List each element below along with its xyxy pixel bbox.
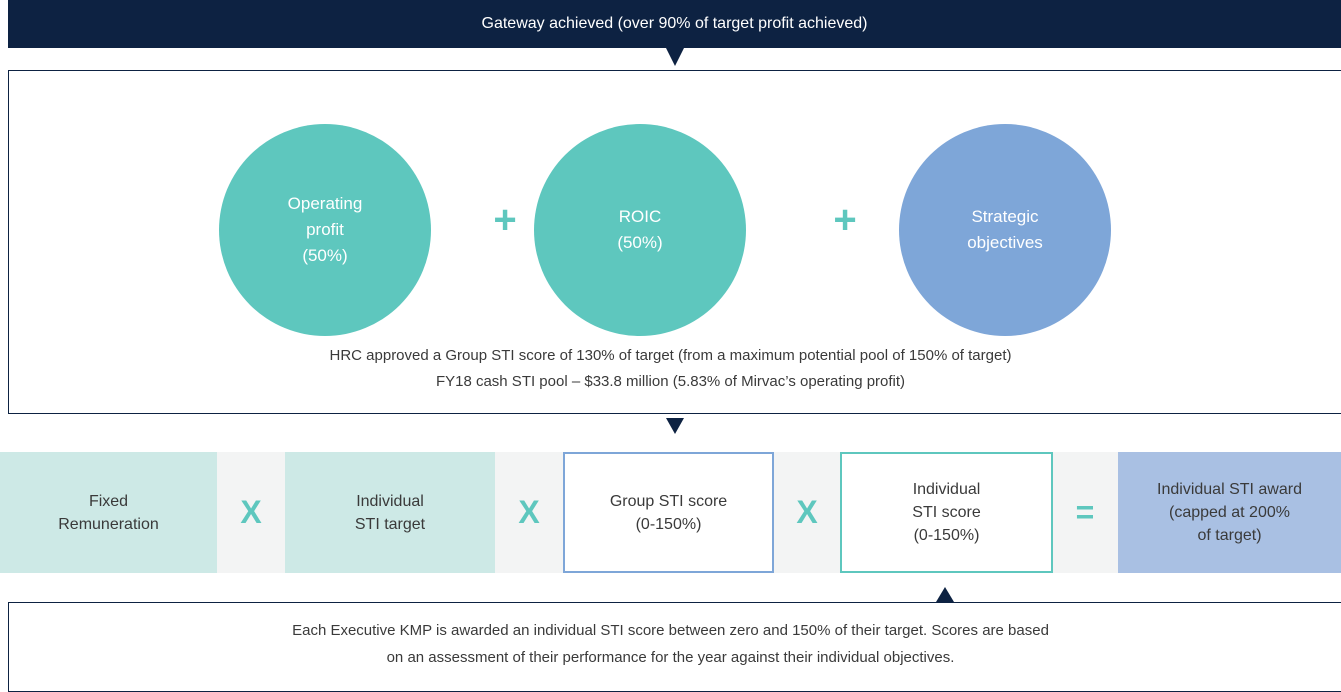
text-line: Individual (356, 492, 424, 510)
metric-circle: Operating profit (50%) (219, 124, 431, 336)
pool-note: HRC approved a Group STI score of 130% o… (329, 347, 1012, 364)
text-line: (capped at 200% (1169, 504, 1290, 521)
text-line: ROIC (618, 207, 662, 226)
formula-operator: X (518, 494, 540, 530)
text-line: Strategic (971, 207, 1039, 226)
footer-line: Each Executive KMP is awarded an individ… (292, 622, 1049, 639)
text-line: objectives (967, 233, 1043, 252)
gateway-banner: Gateway achieved (over 90% of target pro… (8, 0, 1341, 48)
text-line: Fixed (88, 492, 129, 510)
arrow-down (666, 48, 684, 66)
text-line: Operating (287, 194, 363, 213)
metric-circle: ROIC (50%) (534, 124, 746, 336)
text-line: of target) (1197, 527, 1262, 544)
formula-operator: X (796, 494, 818, 530)
plus-sign: + (493, 198, 517, 242)
text-line: Individual (912, 481, 981, 498)
text-line: (50%) (617, 233, 663, 252)
text-line: Individual STI award (1157, 481, 1302, 498)
text-line: profit (306, 220, 344, 239)
formula-operator: = (1075, 494, 1095, 530)
text-line: (0-150%) (913, 527, 980, 544)
formula-box: Fixed Remuneration (0, 452, 217, 573)
footer-panel (8, 602, 1341, 692)
text-line: Remuneration (58, 515, 159, 533)
text-line: Group STI score (609, 492, 728, 510)
formula-box: Individual STI score (0-150%) (840, 452, 1053, 573)
text-line: STI score (912, 504, 981, 521)
pool-panel (8, 70, 1341, 414)
text-line: STI target (354, 515, 426, 533)
plus-sign: + (833, 198, 857, 242)
arrow-down (666, 418, 684, 434)
metric-circle: Strategic objectives (899, 124, 1111, 336)
formula-box: Individual STI award (capped at 200% of ta… (1118, 452, 1341, 573)
formula-operator: X (240, 494, 262, 530)
formula-box: Individual STI target (285, 452, 495, 573)
text-line: (0-150%) (635, 515, 702, 533)
text-line: (50%) (302, 246, 348, 265)
banner-text: Gateway achieved (over 90% of target pro… (481, 15, 868, 32)
formula-box: Group STI score (0-150%) (563, 452, 774, 573)
arrow-up (936, 587, 954, 602)
pool-note: FY18 cash STI pool – $33.8 million (5.83… (435, 373, 906, 390)
footer-line: on an assessment of their performance fo… (386, 649, 955, 666)
